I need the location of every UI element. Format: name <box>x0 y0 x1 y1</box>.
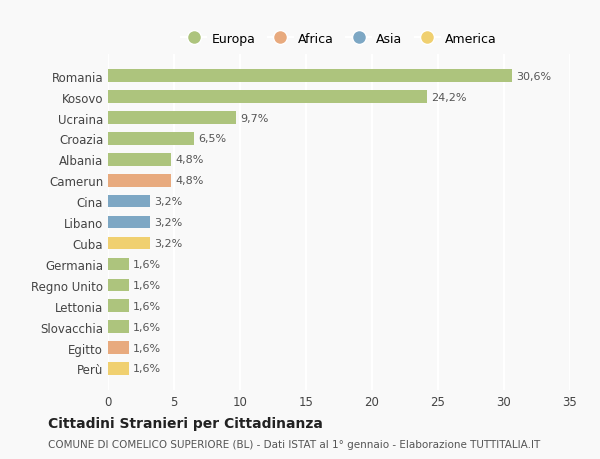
Bar <box>108 70 512 83</box>
Legend: Europa, Africa, Asia, America: Europa, Africa, Asia, America <box>176 28 502 51</box>
Bar <box>108 321 129 333</box>
Bar <box>108 363 129 375</box>
Text: 1,6%: 1,6% <box>133 364 161 374</box>
Bar <box>108 300 129 312</box>
Text: 3,2%: 3,2% <box>154 197 182 207</box>
Bar <box>108 112 236 124</box>
Bar <box>108 196 150 208</box>
Bar <box>108 279 129 291</box>
Bar <box>108 174 172 187</box>
Text: 9,7%: 9,7% <box>240 113 268 123</box>
Text: 1,6%: 1,6% <box>133 259 161 269</box>
Text: 1,6%: 1,6% <box>133 322 161 332</box>
Bar <box>108 154 172 166</box>
Text: 3,2%: 3,2% <box>154 218 182 228</box>
Text: 4,8%: 4,8% <box>175 176 203 186</box>
Text: 1,6%: 1,6% <box>133 280 161 290</box>
Text: 30,6%: 30,6% <box>516 72 551 82</box>
Bar <box>108 341 129 354</box>
Text: 24,2%: 24,2% <box>431 92 467 102</box>
Text: 1,6%: 1,6% <box>133 343 161 353</box>
Bar <box>108 258 129 271</box>
Bar <box>108 91 427 104</box>
Bar <box>108 133 194 146</box>
Text: COMUNE DI COMELICO SUPERIORE (BL) - Dati ISTAT al 1° gennaio - Elaborazione TUTT: COMUNE DI COMELICO SUPERIORE (BL) - Dati… <box>48 440 540 449</box>
Bar <box>108 237 150 250</box>
Text: 6,5%: 6,5% <box>198 134 226 144</box>
Bar <box>108 216 150 229</box>
Text: 1,6%: 1,6% <box>133 301 161 311</box>
Text: Cittadini Stranieri per Cittadinanza: Cittadini Stranieri per Cittadinanza <box>48 416 323 430</box>
Text: 4,8%: 4,8% <box>175 155 203 165</box>
Text: 3,2%: 3,2% <box>154 239 182 248</box>
